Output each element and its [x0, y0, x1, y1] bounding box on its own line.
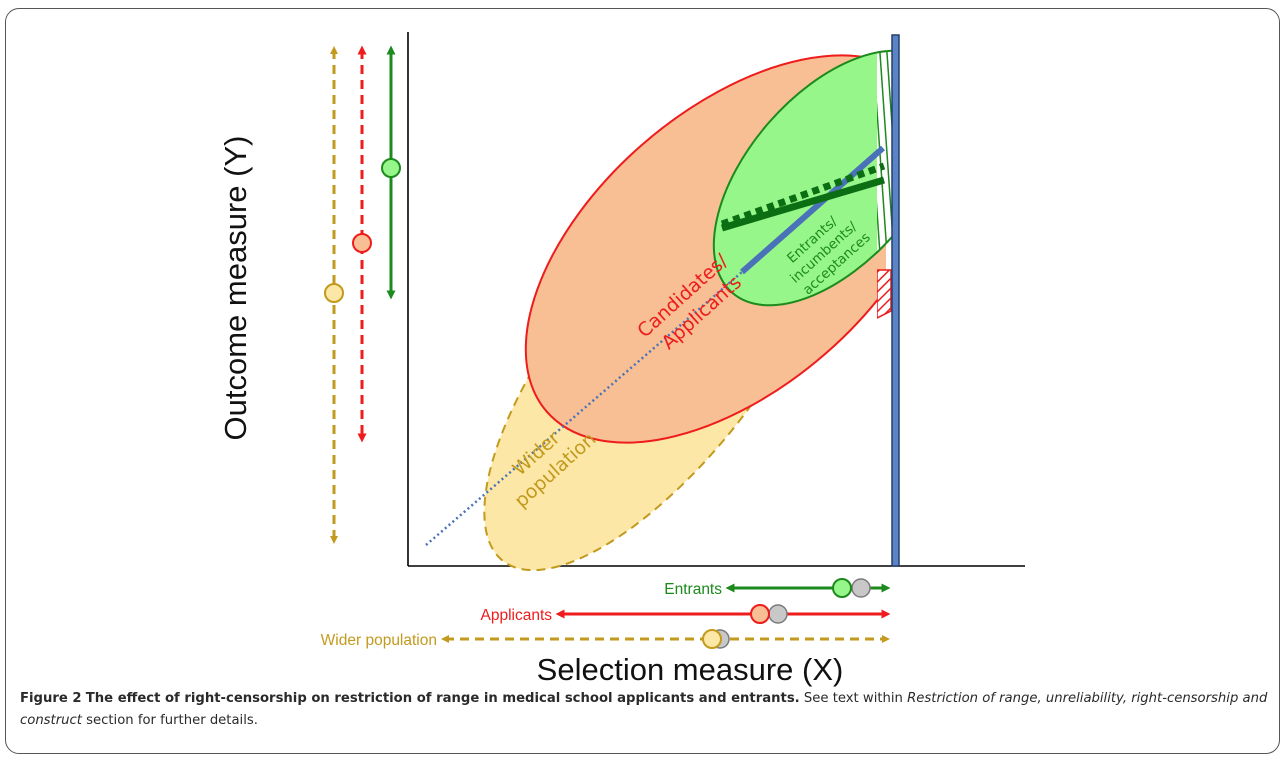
caption-title: The effect of right-censorship on restri… — [85, 691, 800, 706]
y-axis-label: Outcome measure (Y) — [218, 136, 253, 441]
entrants-x-range-label: Entrants — [664, 581, 722, 598]
applicants-x-mean-marker — [750, 604, 770, 624]
entrants-x-censored-mean-marker — [851, 578, 871, 598]
entrants-regression-dotted — [720, 162, 886, 228]
applicants-x-censored-mean-marker — [768, 604, 788, 624]
figure-frame — [5, 8, 1280, 754]
figure-caption: Figure 2 The effect of right-censorship … — [20, 688, 1270, 732]
censored-strip-applicants — [877, 269, 892, 319]
applicants-regression-line — [740, 145, 885, 275]
applicants-y-mean-marker — [352, 233, 372, 253]
wider-x-range-label: Wider population — [321, 632, 437, 649]
caption-figure-number: Figure 2 — [20, 691, 82, 706]
entrants-x-mean-marker — [832, 578, 852, 598]
censoring-boundary-bar — [891, 34, 900, 567]
entrants-regression-solid — [721, 176, 885, 232]
caption-text-pre: See text within — [803, 691, 903, 706]
wider-y-mean-marker — [324, 283, 344, 303]
wider-x-mean-marker — [702, 629, 722, 649]
censored-strip-entrants — [877, 49, 894, 307]
entrants-y-mean-marker — [381, 158, 401, 178]
x-axis-label: Selection measure (X) — [537, 652, 844, 687]
applicants-x-range-label: Applicants — [480, 607, 552, 624]
diagram: Candidates/ Applicants Wider population … — [218, 32, 1025, 687]
caption-text-post: section for further details. — [86, 713, 258, 728]
caption-section-ref: Restriction of range, unreliability, rig… — [20, 691, 1268, 728]
